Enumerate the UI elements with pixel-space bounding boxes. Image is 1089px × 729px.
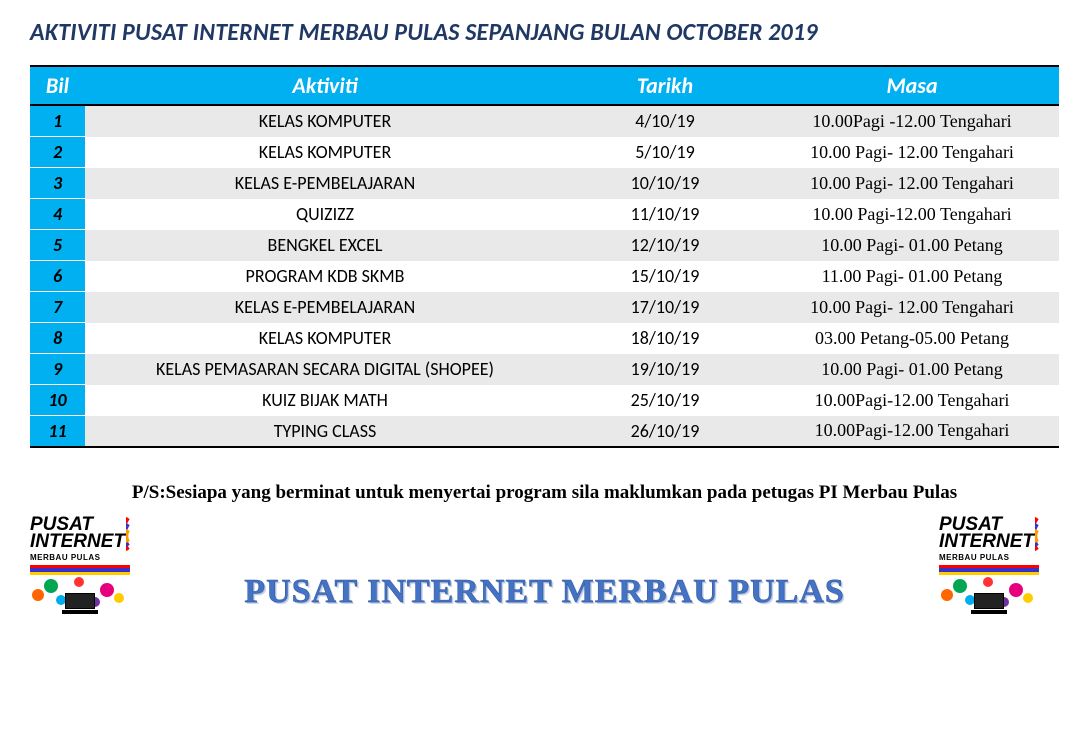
table-row: 2KELAS KOMPUTER5/10/1910.00 Pagi- 12.00 … bbox=[30, 137, 1059, 168]
cell-masa: 10.00 Pagi- 01.00 Petang bbox=[765, 230, 1059, 261]
cell-masa: 11.00 Pagi- 01.00 Petang bbox=[765, 261, 1059, 292]
bubble-icon bbox=[1023, 593, 1033, 603]
cell-aktiviti: KELAS E-PEMBELAJARAN bbox=[85, 292, 565, 323]
cell-tarikh: 11/10/19 bbox=[565, 199, 765, 230]
cell-aktiviti: KELAS PEMASARAN SECARA DIGITAL (SHOPEE) bbox=[85, 354, 565, 385]
wifi-icon bbox=[1035, 516, 1057, 552]
cell-aktiviti: QUIZIZZ bbox=[85, 199, 565, 230]
schedule-table: Bil Aktiviti Tarikh Masa 1KELAS KOMPUTER… bbox=[30, 65, 1059, 448]
cell-tarikh: 26/10/19 bbox=[565, 416, 765, 448]
col-header-tarikh: Tarikh bbox=[565, 66, 765, 105]
cell-aktiviti: KELAS KOMPUTER bbox=[85, 105, 565, 137]
table-row: 8KELAS KOMPUTER18/10/1903.00 Petang-05.0… bbox=[30, 323, 1059, 354]
col-header-aktiviti: Aktiviti bbox=[85, 66, 565, 105]
col-header-bil: Bil bbox=[30, 66, 85, 105]
cell-bil: 5 bbox=[30, 230, 85, 261]
footer-title: PUSAT INTERNET MERBAU PULAS bbox=[150, 573, 939, 615]
cell-tarikh: 19/10/19 bbox=[565, 354, 765, 385]
cell-tarikh: 25/10/19 bbox=[565, 385, 765, 416]
logo-text-line2: INTERNET bbox=[30, 533, 125, 550]
cell-aktiviti: KUIZ BIJAK MATH bbox=[85, 385, 565, 416]
cell-bil: 9 bbox=[30, 354, 85, 385]
logo-cluster-icon bbox=[30, 577, 130, 615]
cell-aktiviti: KELAS E-PEMBELAJARAN bbox=[85, 168, 565, 199]
bubble-icon bbox=[983, 577, 993, 587]
cell-tarikh: 17/10/19 bbox=[565, 292, 765, 323]
table-row: 10KUIZ BIJAK MATH25/10/1910.00Pagi-12.00… bbox=[30, 385, 1059, 416]
col-header-masa: Masa bbox=[765, 66, 1059, 105]
bubble-icon bbox=[941, 589, 953, 601]
logo-cluster-icon bbox=[939, 577, 1039, 615]
table-row: 3KELAS E-PEMBELAJARAN10/10/1910.00 Pagi-… bbox=[30, 168, 1059, 199]
logo-left: PUSATINTERNET MERBAU PULAS bbox=[30, 516, 150, 615]
cell-bil: 4 bbox=[30, 199, 85, 230]
bubble-icon bbox=[100, 583, 114, 597]
cell-tarikh: 5/10/19 bbox=[565, 137, 765, 168]
logo-text-sub: MERBAU PULAS bbox=[939, 553, 1059, 562]
table-row: 5BENGKEL EXCEL12/10/1910.00 Pagi- 01.00 … bbox=[30, 230, 1059, 261]
table-row: 7KELAS E-PEMBELAJARAN17/10/1910.00 Pagi-… bbox=[30, 292, 1059, 323]
table-row: 11TYPING CLASS26/10/1910.00Pagi-12.00 Te… bbox=[30, 416, 1059, 448]
logo-right: PUSATINTERNET MERBAU PULAS bbox=[939, 516, 1059, 615]
cell-aktiviti: KELAS KOMPUTER bbox=[85, 137, 565, 168]
cell-aktiviti: TYPING CLASS bbox=[85, 416, 565, 448]
cell-bil: 2 bbox=[30, 137, 85, 168]
table-row: 9KELAS PEMASARAN SECARA DIGITAL (SHOPEE)… bbox=[30, 354, 1059, 385]
cell-masa: 10.00 Pagi- 12.00 Tengahari bbox=[765, 168, 1059, 199]
cell-masa: 10.00 Pagi-12.00 Tengahari bbox=[765, 199, 1059, 230]
laptop-icon bbox=[62, 593, 98, 615]
bubble-icon bbox=[32, 589, 44, 601]
logo-text-sub: MERBAU PULAS bbox=[30, 553, 150, 562]
cell-bil: 7 bbox=[30, 292, 85, 323]
cell-bil: 11 bbox=[30, 416, 85, 448]
flag-stripes-icon bbox=[939, 565, 1039, 575]
cell-bil: 6 bbox=[30, 261, 85, 292]
table-row: 6PROGRAM KDB SKMB15/10/1911.00 Pagi- 01.… bbox=[30, 261, 1059, 292]
flag-stripes-icon bbox=[30, 565, 130, 575]
cell-masa: 03.00 Petang-05.00 Petang bbox=[765, 323, 1059, 354]
cell-aktiviti: PROGRAM KDB SKMB bbox=[85, 261, 565, 292]
bubble-icon bbox=[74, 577, 84, 587]
cell-bil: 3 bbox=[30, 168, 85, 199]
cell-aktiviti: BENGKEL EXCEL bbox=[85, 230, 565, 261]
page-title: AKTIVITI PUSAT INTERNET MERBAU PULAS SEP… bbox=[30, 18, 1059, 47]
cell-masa: 10.00 Pagi- 01.00 Petang bbox=[765, 354, 1059, 385]
table-row: 1KELAS KOMPUTER4/10/1910.00Pagi -12.00 T… bbox=[30, 105, 1059, 137]
bubble-icon bbox=[1009, 583, 1023, 597]
bubble-icon bbox=[44, 579, 58, 593]
cell-bil: 1 bbox=[30, 105, 85, 137]
footer: PUSATINTERNET MERBAU PULAS PUSAT INTERNE… bbox=[30, 516, 1059, 615]
cell-tarikh: 18/10/19 bbox=[565, 323, 765, 354]
cell-tarikh: 15/10/19 bbox=[565, 261, 765, 292]
cell-masa: 10.00 Pagi- 12.00 Tengahari bbox=[765, 292, 1059, 323]
cell-tarikh: 4/10/19 bbox=[565, 105, 765, 137]
cell-bil: 10 bbox=[30, 385, 85, 416]
cell-masa: 10.00Pagi-12.00 Tengahari bbox=[765, 385, 1059, 416]
cell-tarikh: 10/10/19 bbox=[565, 168, 765, 199]
cell-masa: 10.00Pagi-12.00 Tengahari bbox=[765, 416, 1059, 448]
cell-aktiviti: KELAS KOMPUTER bbox=[85, 323, 565, 354]
wifi-icon bbox=[126, 516, 148, 552]
logo-text-line2: INTERNET bbox=[939, 533, 1034, 550]
table-header-row: Bil Aktiviti Tarikh Masa bbox=[30, 66, 1059, 105]
cell-bil: 8 bbox=[30, 323, 85, 354]
bubble-icon bbox=[953, 579, 967, 593]
table-row: 4QUIZIZZ11/10/1910.00 Pagi-12.00 Tengaha… bbox=[30, 199, 1059, 230]
cell-masa: 10.00Pagi -12.00 Tengahari bbox=[765, 105, 1059, 137]
cell-masa: 10.00 Pagi- 12.00 Tengahari bbox=[765, 137, 1059, 168]
cell-tarikh: 12/10/19 bbox=[565, 230, 765, 261]
bubble-icon bbox=[114, 593, 124, 603]
laptop-icon bbox=[971, 593, 1007, 615]
ps-note: P/S:Sesiapa yang berminat untuk menyerta… bbox=[30, 482, 1059, 504]
